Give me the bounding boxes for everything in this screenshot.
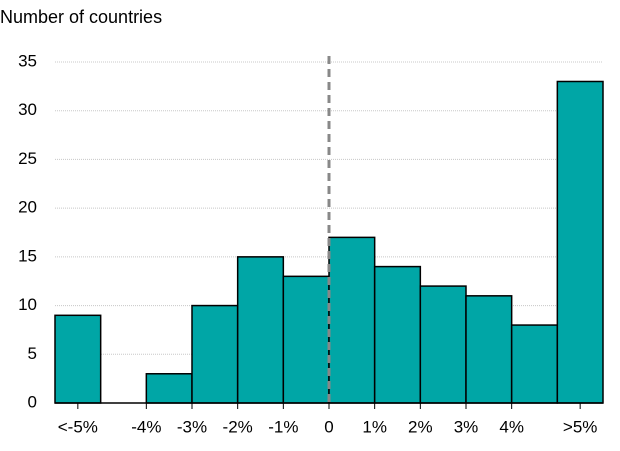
bar (54, 314, 102, 404)
bar (191, 304, 239, 404)
y-tick-label: 0 (28, 392, 37, 411)
y-tick-label: 5 (28, 344, 37, 363)
x-tick-label: 0 (324, 417, 333, 436)
y-tick-label: 25 (18, 149, 37, 168)
x-tick-label: 4% (499, 417, 524, 436)
bar (510, 324, 559, 404)
bar (556, 80, 604, 404)
x-tick-label: -1% (268, 417, 298, 436)
y-tick-label: 30 (18, 100, 37, 119)
x-tick-label: -2% (223, 417, 253, 436)
x-tick-label: 3% (454, 417, 479, 436)
y-tick-label: 10 (18, 295, 37, 314)
x-tick-label: >5% (563, 417, 598, 436)
x-tick-label: -3% (177, 417, 207, 436)
y-tick-label: 35 (18, 51, 37, 70)
chart-title: Number of countries (0, 7, 162, 27)
bar (282, 275, 330, 404)
bar (328, 236, 376, 404)
bar (373, 265, 422, 404)
bar (419, 285, 467, 404)
bar (465, 295, 513, 404)
y-tick-label: 20 (18, 198, 37, 217)
y-tick-label: 15 (18, 246, 37, 265)
bar (145, 373, 193, 404)
x-tick-label: 2% (408, 417, 433, 436)
bar (236, 256, 285, 404)
x-tick-label: -4% (131, 417, 161, 436)
x-tick-label: <-5% (58, 417, 98, 436)
x-tick-label: 1% (362, 417, 387, 436)
